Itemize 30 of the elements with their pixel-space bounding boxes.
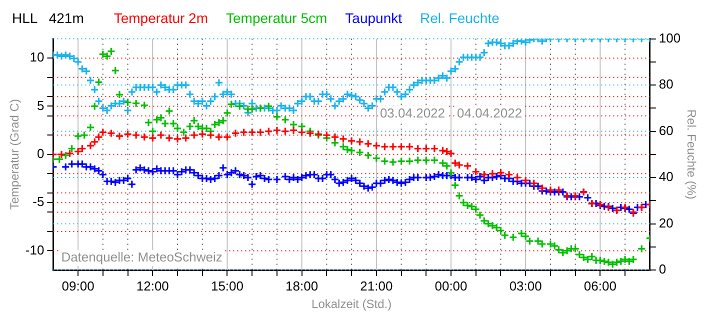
x-tick-label: 09:00 xyxy=(62,278,94,294)
text: Taupunkt xyxy=(345,10,402,26)
y-axis-title: Temperatur (Grad C) xyxy=(8,99,22,210)
text: Temperatur 5cm xyxy=(226,10,328,26)
y2-tick-label: 80 xyxy=(658,76,674,92)
y-tick-label: 5 xyxy=(36,98,44,113)
y2-axis-title: Rel. Feuchte (%) xyxy=(684,109,698,200)
x-tick-label: 12:00 xyxy=(136,278,169,294)
x-tick-label: 00:00 xyxy=(434,278,468,294)
x-tick-label: 21:00 xyxy=(360,278,393,294)
series-label: Rel. Feuchte xyxy=(420,10,500,26)
x-tick-label: 15:00 xyxy=(210,278,244,294)
y2-tick-label: 40 xyxy=(658,169,674,184)
y-tick-label: 10 xyxy=(30,50,44,65)
x-tick-label: 06:00 xyxy=(584,278,616,294)
x-tick-label: 18:00 xyxy=(286,278,318,294)
annotation: Datenquelle: MeteoSchweiz xyxy=(61,250,222,265)
y2-tick-label: 100 xyxy=(658,30,681,46)
y2-tick-label: 20 xyxy=(658,215,674,230)
annotation: 04.04.2022 xyxy=(457,105,522,120)
y-tick-label: -10 xyxy=(25,242,44,258)
x-axis-title: Lokalzeit (Std.) xyxy=(312,297,392,312)
y-tick-label: -5 xyxy=(32,194,44,210)
annotation: 03.04.2022 xyxy=(380,105,446,120)
y-tick-label: 0 xyxy=(36,146,44,161)
x-tick-label: 03:00 xyxy=(509,278,542,294)
chart-title: HLL 421m xyxy=(12,10,84,26)
y2-tick-label: 0 xyxy=(658,262,666,277)
y2-tick-label: 60 xyxy=(658,122,674,138)
text: Temperatur 2m xyxy=(114,10,208,26)
